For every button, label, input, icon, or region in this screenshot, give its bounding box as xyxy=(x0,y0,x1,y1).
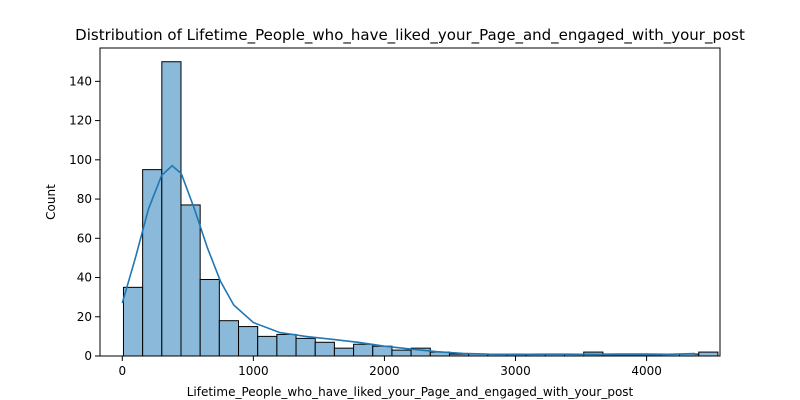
y-tick-label: 40 xyxy=(77,271,92,285)
histogram-bar xyxy=(698,351,719,357)
y-axis-ticks: 0 20 40 60 80 100 120 140 xyxy=(69,74,100,363)
y-tick-label: 60 xyxy=(77,231,92,245)
y-tick-label: 120 xyxy=(69,114,92,128)
chart-title: Distribution of Lifetime_People_who_have… xyxy=(75,26,745,45)
histogram-bar xyxy=(218,320,240,357)
y-tick-label: 20 xyxy=(77,310,92,324)
histogram-bar xyxy=(238,326,259,357)
plot-frame xyxy=(99,47,721,357)
x-tick-label: 4000 xyxy=(631,364,662,378)
y-tick-label: 100 xyxy=(69,153,92,167)
histogram-bar xyxy=(257,335,278,357)
y-tick-label: 0 xyxy=(84,349,92,363)
x-tick-label: 0 xyxy=(118,364,126,378)
histogram-bar xyxy=(295,337,316,357)
histogram-bar xyxy=(122,286,144,357)
y-tick-label: 80 xyxy=(77,192,92,206)
histogram-bar xyxy=(161,61,182,357)
x-axis-label: Lifetime_People_who_have_liked_your_Page… xyxy=(187,385,634,399)
kde-curve xyxy=(121,164,696,356)
x-tick-label: 2000 xyxy=(369,364,400,378)
histogram-bar xyxy=(276,333,297,357)
histogram-bar xyxy=(199,278,220,357)
histogram-bar xyxy=(372,345,393,357)
histogram-bar xyxy=(314,341,335,357)
x-tick-label: 1000 xyxy=(238,364,269,378)
histogram-bar xyxy=(180,204,201,357)
histogram-bar xyxy=(391,349,412,357)
y-axis-label: Count xyxy=(44,184,58,220)
x-tick-label: 3000 xyxy=(500,364,531,378)
histogram-bar xyxy=(333,347,355,357)
histogram-bar xyxy=(353,343,374,357)
x-axis-ticks: 0 1000 2000 3000 4000 xyxy=(118,356,662,378)
histogram-bars xyxy=(122,61,719,357)
y-tick-label: 140 xyxy=(69,74,92,88)
